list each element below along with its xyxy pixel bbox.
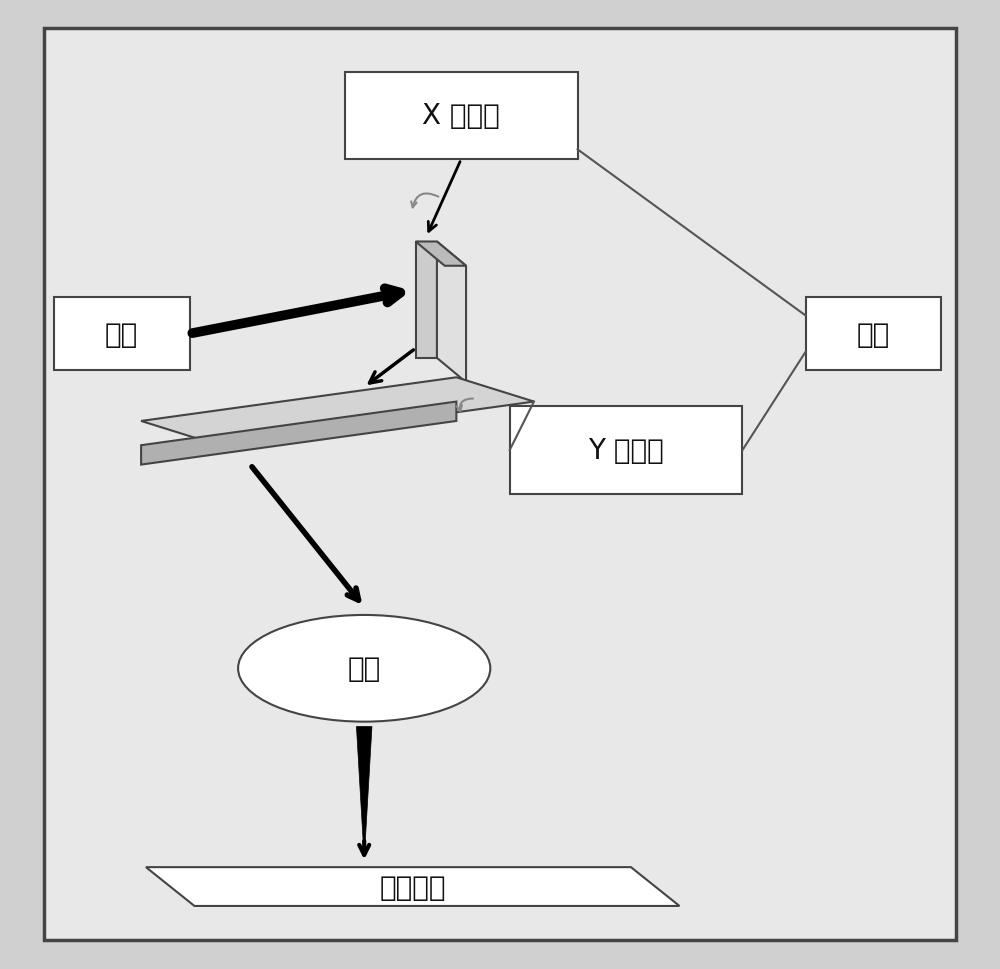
- FancyBboxPatch shape: [44, 29, 956, 940]
- Text: 激光: 激光: [105, 321, 138, 348]
- Ellipse shape: [238, 615, 490, 722]
- Text: 电脑: 电脑: [857, 321, 890, 348]
- Text: X 轴振镜: X 轴振镜: [422, 103, 500, 130]
- Polygon shape: [356, 727, 372, 843]
- Polygon shape: [416, 242, 466, 266]
- FancyBboxPatch shape: [416, 242, 437, 359]
- FancyBboxPatch shape: [54, 298, 190, 370]
- Text: 工作平面: 工作平面: [379, 873, 446, 900]
- Polygon shape: [146, 867, 679, 906]
- Polygon shape: [437, 242, 466, 383]
- Polygon shape: [141, 378, 534, 446]
- FancyBboxPatch shape: [510, 407, 742, 494]
- Polygon shape: [141, 402, 456, 465]
- Text: 场镜: 场镜: [348, 655, 381, 682]
- FancyBboxPatch shape: [806, 298, 941, 370]
- FancyBboxPatch shape: [345, 73, 578, 160]
- Text: Y 轴振镜: Y 轴振镜: [588, 437, 664, 464]
